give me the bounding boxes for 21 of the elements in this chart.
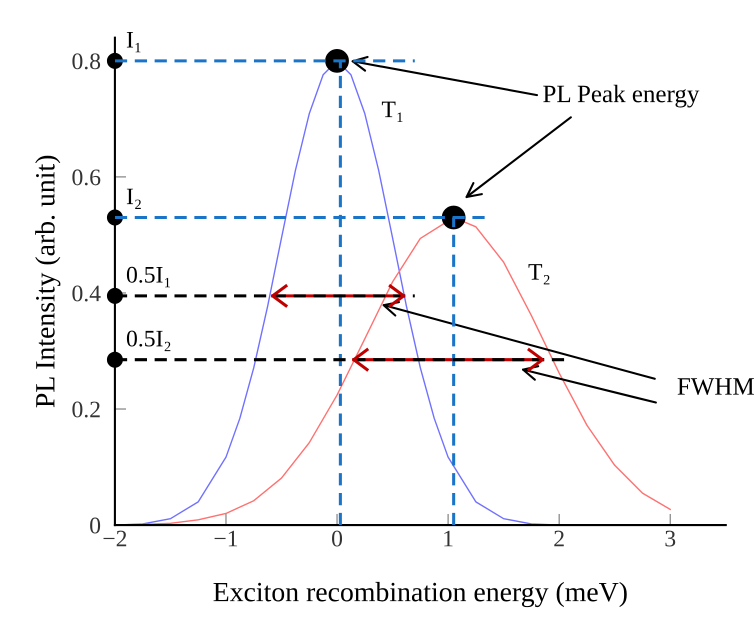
- annotation: 0.5I₁: [126, 266, 170, 288]
- annotation: 0.5I₂: [126, 330, 170, 352]
- y-axis-title: PL Intensity (arb. unit): [35, 156, 60, 408]
- x-axis-title: Exciton recombination energy (meV): [214, 582, 627, 608]
- x-tick-label: 1: [444, 530, 453, 546]
- y-tick-label: 0.4: [72, 285, 101, 302]
- y-tick-label: 0.2: [72, 402, 100, 418]
- y-tick-label: 0.6: [72, 169, 100, 186]
- x-tick-label: 2: [554, 530, 564, 546]
- x-tick-label: −2: [104, 530, 126, 546]
- annotation: I₂: [126, 188, 141, 209]
- y-tick-label: 0.8: [72, 53, 100, 70]
- x-tick-label: 3: [665, 530, 676, 547]
- annotation: I₁: [126, 32, 140, 52]
- annotation: T₁: [382, 102, 402, 122]
- annotation: T₂: [528, 264, 550, 284]
- y-tick-label: 0: [90, 518, 100, 534]
- annotation: PL Peak energy: [543, 84, 700, 108]
- x-tick-label: −1: [214, 530, 238, 546]
- annotation: FWHM: [678, 378, 754, 395]
- x-tick-label: 0: [332, 530, 342, 547]
